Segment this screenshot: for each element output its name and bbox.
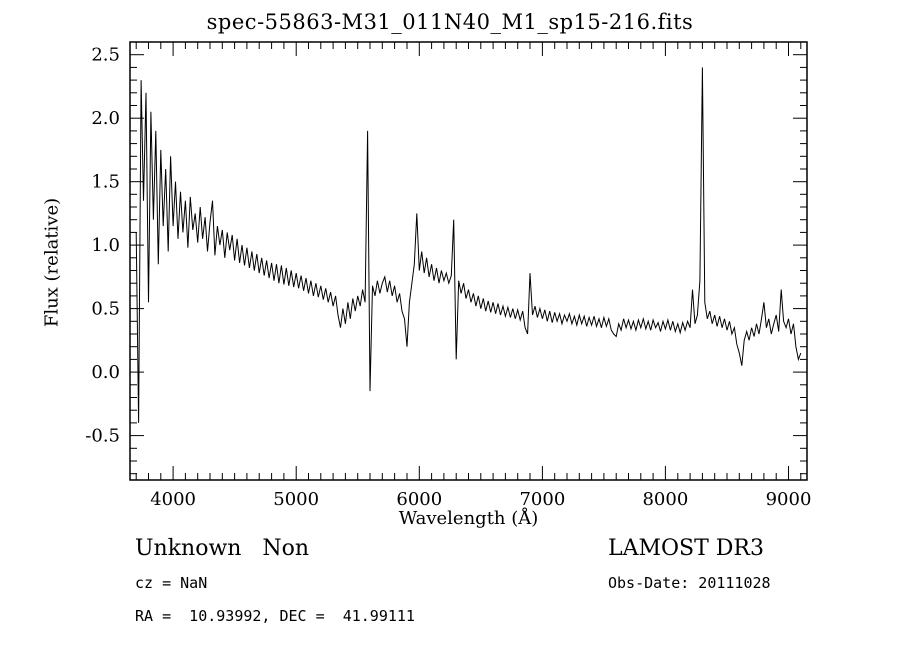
x-tick-label: 8000 <box>642 489 688 510</box>
y-tick-label: 0.5 <box>91 299 120 320</box>
plot-title: spec-55863-M31_011N40_M1_sp15-216.fits <box>206 10 694 34</box>
y-tick-label: -0.5 <box>85 426 120 447</box>
y-tick-label: 2.0 <box>91 108 120 129</box>
x-tick-label: 4000 <box>150 489 196 510</box>
cz-value: cz = NaN <box>135 574 208 592</box>
x-tick-label: 6000 <box>396 489 442 510</box>
y-tick-label: 2.5 <box>91 45 120 66</box>
object-class-label: Unknown Non <box>135 536 310 561</box>
plot-border <box>129 41 808 481</box>
survey-label: LAMOST DR3 <box>608 536 764 561</box>
coordinates: RA = 10.93992, DEC = 41.99111 <box>135 607 415 625</box>
y-tick-labels: -0.5 0.0 0.5 1.0 1.5 2.0 2.5 <box>85 45 120 447</box>
x-tick-labels: 4000 5000 6000 7000 8000 9000 <box>150 489 811 510</box>
y-tick-label: 1.5 <box>91 172 120 193</box>
y-ticks <box>130 41 807 475</box>
x-tick-label: 9000 <box>766 489 812 510</box>
y-tick-label: 0.0 <box>91 362 120 383</box>
x-tick-label: 5000 <box>273 489 319 510</box>
y-axis-label: Flux (relative) <box>41 197 63 328</box>
x-axis-label: Wavelength (Å) <box>398 508 539 529</box>
obs-date: Obs-Date: 20111028 <box>608 574 771 592</box>
x-tick-label: 7000 <box>519 489 565 510</box>
y-tick-label: 1.0 <box>91 235 120 256</box>
x-ticks <box>135 42 802 480</box>
spectrum-line <box>135 67 802 423</box>
